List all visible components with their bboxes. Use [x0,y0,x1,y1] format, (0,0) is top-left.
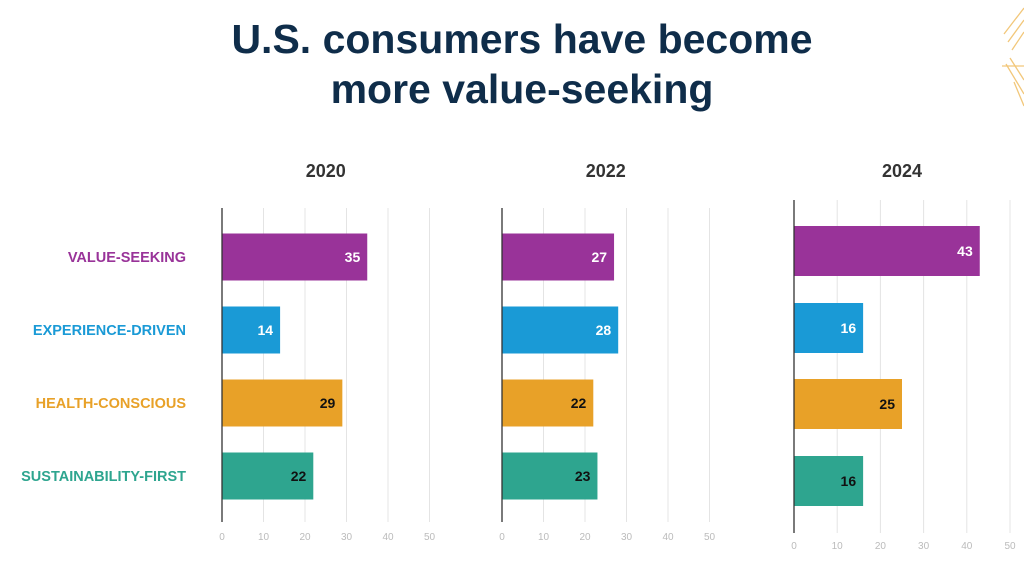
panel-2022-title: 2022 [586,161,626,181]
panel-2024-bar-label-sustainability-first: 16 [841,473,857,489]
panel-2024-tick-label-30: 30 [918,541,930,552]
panel-2022-tick-label-40: 40 [662,532,674,543]
panel-2020-bar-label-sustainability-first: 22 [291,468,307,484]
panel-2022-bar-label-value-seeking: 27 [591,249,607,265]
panel-2024-bar-label-health-conscious: 25 [879,396,895,412]
panel-2022-tick-label-10: 10 [538,532,550,543]
panel-2024-bar-health-conscious [794,379,902,429]
panel-2022-tick-label-30: 30 [621,532,633,543]
panel-2024-bar-label-experience-driven: 16 [841,320,857,336]
category-label-sustainability-first: SUSTAINABILITY-FIRST [21,469,186,485]
panel-2024-tick-label-20: 20 [875,541,887,552]
panel-2020-bar-value-seeking [222,233,368,281]
panel-2024-tick-label-40: 40 [961,541,973,552]
panel-2022-tick-label-20: 20 [579,532,591,543]
panel-2024-bar-value-seeking [794,226,980,276]
panel-2020-tick-label-50: 50 [424,532,436,543]
panel-2020-bar-experience-driven [222,306,281,354]
panel-2020-tick-label-0: 0 [219,532,225,543]
panel-2020-bar-health-conscious [222,379,343,427]
panel-2020-bar-sustainability-first [222,452,314,500]
panel-2022-tick-label-0: 0 [499,532,505,543]
panel-2022-bar-label-health-conscious: 22 [571,395,587,411]
panel-2024-bar-label-value-seeking: 43 [957,243,973,259]
panel-2020-tick-label-20: 20 [299,532,311,543]
panel-2024-title: 2024 [882,161,922,181]
panel-2022-bar-label-sustainability-first: 23 [575,468,591,484]
chart-title-line-1: U.S. consumers have become [231,16,813,62]
panel-2022-bar-experience-driven [502,306,619,354]
panel-2022-bar-value-seeking [502,233,615,281]
panel-2022-bar-label-experience-driven: 28 [596,322,612,338]
panel-2022-bar-sustainability-first [502,452,598,500]
panel-2020-tick-label-40: 40 [382,532,394,543]
panel-2024-bar-sustainability-first [794,456,864,506]
panel-2020-tick-label-30: 30 [341,532,353,543]
decorative-pattern-icon [1002,7,1024,107]
category-label-health-conscious: HEALTH-CONSCIOUS [36,396,187,412]
panel-2020-title: 2020 [306,161,346,181]
panel-2024-bar-experience-driven [794,303,864,353]
panel-2024-tick-label-0: 0 [791,541,797,552]
panel-2024-tick-label-10: 10 [832,541,844,552]
category-label-experience-driven: EXPERIENCE-DRIVEN [33,323,186,339]
chart-title: U.S. consumers have become more value-se… [0,14,1024,114]
panel-2022-bar-health-conscious [502,379,594,427]
panel-2020-bar-label-experience-driven: 14 [258,322,274,338]
panel-2024-tick-label-50: 50 [1004,541,1016,552]
chart-title-line-2: more value-seeking [330,66,714,112]
panel-2020-bar-label-value-seeking: 35 [345,249,361,265]
panel-2022-tick-label-50: 50 [704,532,716,543]
panel-2020-tick-label-10: 10 [258,532,270,543]
category-label-value-seeking: VALUE-SEEKING [68,250,186,266]
panel-2020-bar-label-health-conscious: 29 [320,395,336,411]
